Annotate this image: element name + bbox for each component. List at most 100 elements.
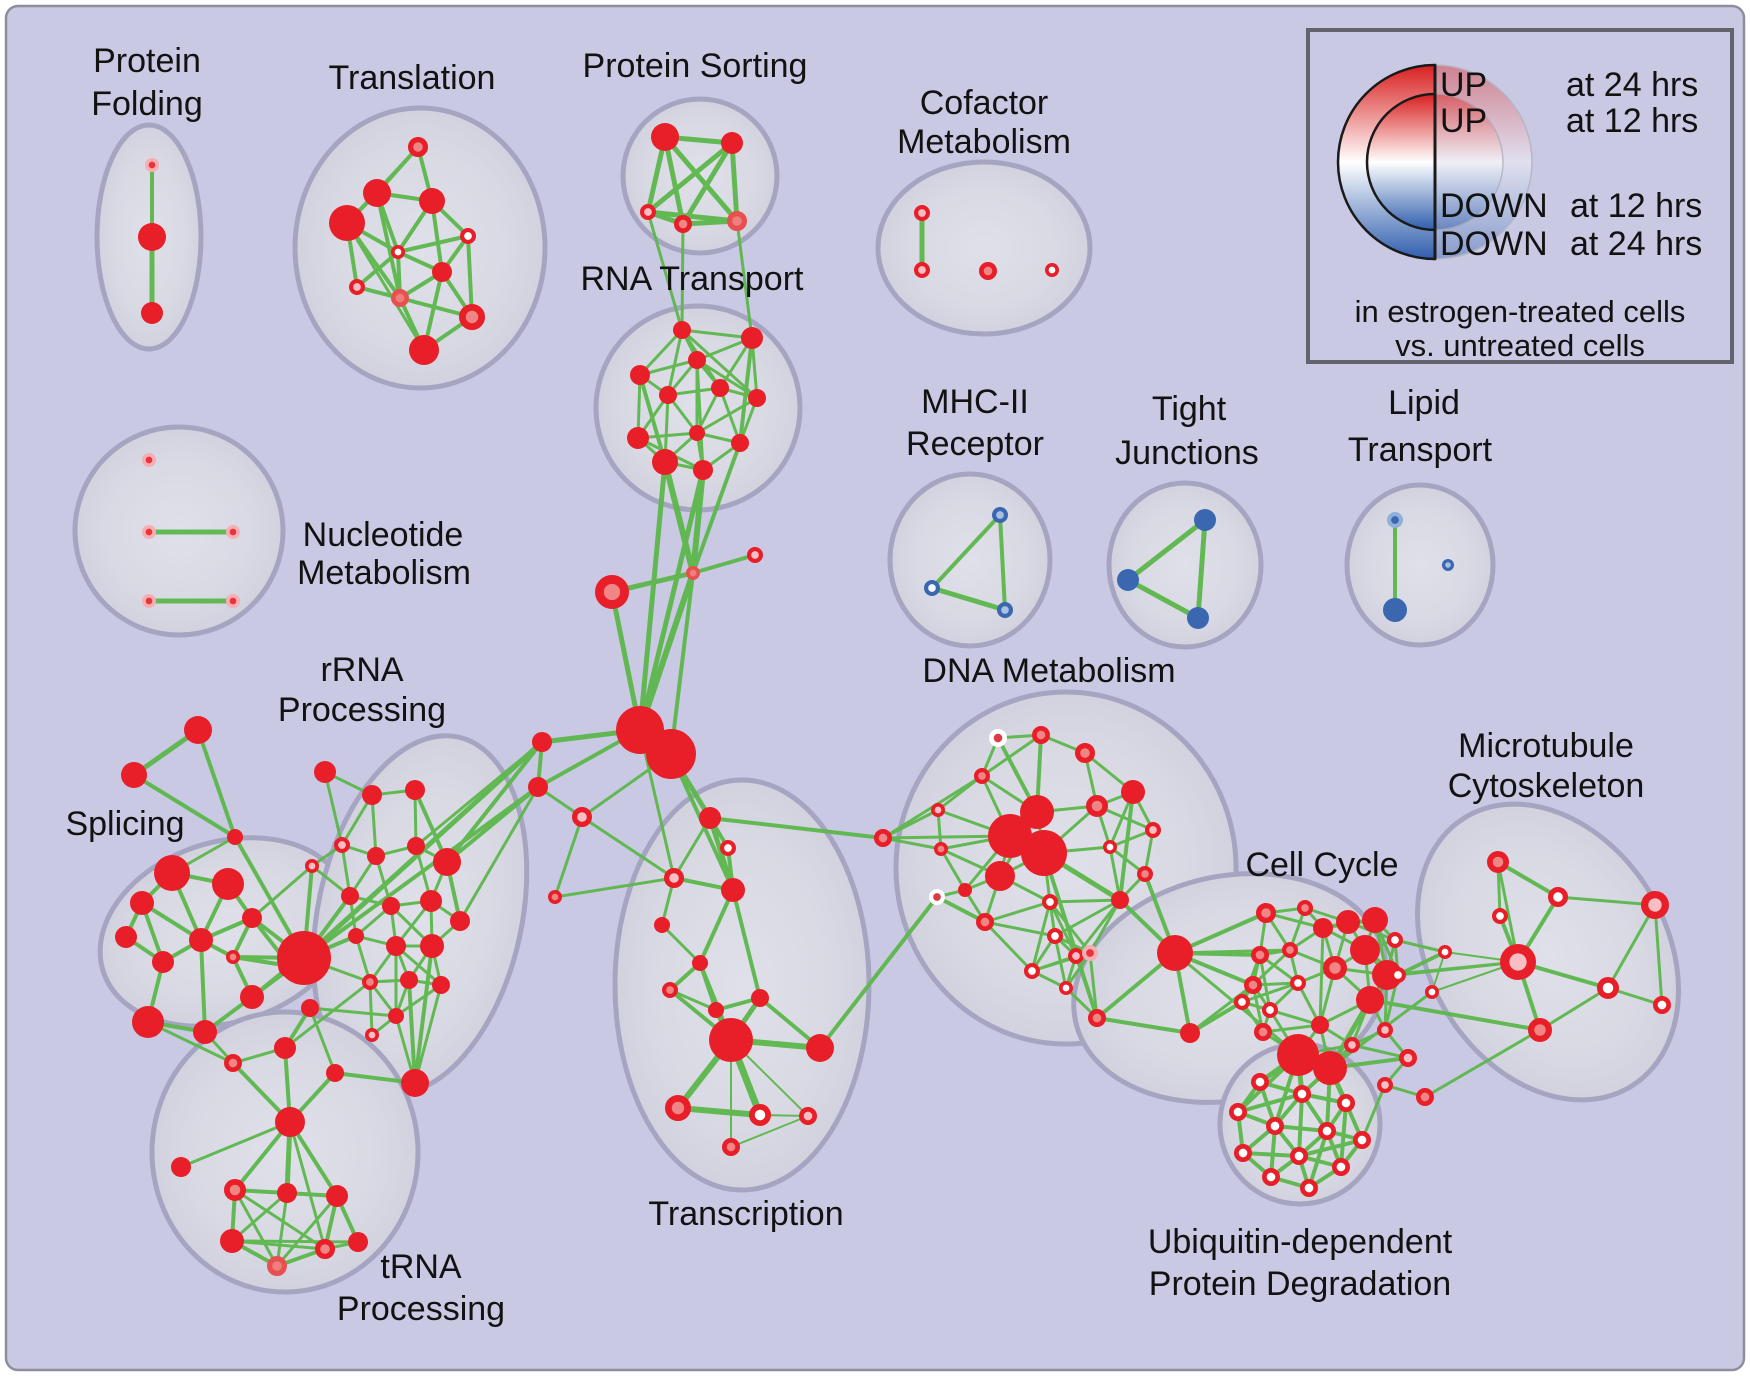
gene-node bbox=[326, 1064, 344, 1082]
edge bbox=[983, 900, 1052, 924]
edge bbox=[553, 815, 584, 899]
gene-node bbox=[914, 205, 931, 222]
gene-node bbox=[1041, 894, 1058, 911]
gene-node bbox=[747, 547, 764, 564]
gene-node bbox=[240, 985, 264, 1009]
edge bbox=[998, 513, 1007, 612]
gene-node bbox=[390, 288, 409, 307]
gene-node bbox=[1250, 1072, 1269, 1091]
edge bbox=[983, 920, 1034, 973]
gene-node bbox=[708, 1002, 724, 1018]
gene-node bbox=[976, 913, 995, 932]
cluster-label: Protein bbox=[93, 42, 201, 80]
edge bbox=[394, 983, 443, 1018]
gene-node bbox=[1085, 794, 1108, 817]
edge bbox=[1396, 960, 1520, 977]
legend-direction-label: UP bbox=[1440, 102, 1487, 140]
edge bbox=[680, 328, 754, 340]
gene-node bbox=[1372, 960, 1402, 990]
gene-node bbox=[348, 928, 364, 944]
gene-node bbox=[315, 1238, 336, 1259]
edge bbox=[691, 553, 757, 575]
edge bbox=[413, 983, 443, 1085]
gene-node bbox=[388, 1008, 404, 1024]
edge bbox=[553, 876, 676, 899]
gene-node bbox=[341, 887, 359, 905]
gene-node bbox=[1376, 1076, 1393, 1093]
edge bbox=[1074, 898, 1122, 958]
edge bbox=[458, 785, 540, 923]
edge bbox=[308, 1006, 337, 1075]
gene-node bbox=[659, 386, 677, 404]
edge bbox=[1088, 951, 1099, 1020]
gene-node bbox=[1261, 1002, 1278, 1019]
edge bbox=[691, 441, 742, 575]
gene-node bbox=[1424, 985, 1439, 1000]
gene-node bbox=[1255, 902, 1276, 923]
cluster-label: DNA Metabolism bbox=[922, 652, 1175, 690]
gene-node bbox=[141, 302, 163, 324]
gene-node bbox=[1296, 900, 1313, 917]
gene-node bbox=[1596, 976, 1619, 999]
edge bbox=[738, 336, 754, 445]
gene-node bbox=[138, 223, 166, 251]
gene-node bbox=[630, 365, 650, 385]
cluster-label: Cell Cycle bbox=[1245, 846, 1398, 884]
gene-node bbox=[142, 594, 157, 609]
legend-halfcircle-inner bbox=[1365, 92, 1437, 232]
gene-node bbox=[1491, 908, 1508, 925]
cluster-label: Protein Degradation bbox=[1149, 1265, 1451, 1303]
edge bbox=[414, 740, 544, 848]
gene-node bbox=[391, 245, 406, 260]
cluster-label: Folding bbox=[91, 85, 203, 123]
gene-node bbox=[594, 574, 629, 609]
edge bbox=[1125, 517, 1208, 583]
edge bbox=[1653, 903, 1664, 1007]
cluster-label: MHC-II bbox=[921, 383, 1029, 421]
gene-node bbox=[663, 867, 684, 888]
edge bbox=[302, 785, 540, 960]
edge bbox=[662, 459, 696, 576]
edge bbox=[1240, 981, 1300, 1004]
gene-node bbox=[992, 506, 1009, 523]
gene-node bbox=[1336, 1093, 1355, 1112]
edge bbox=[939, 847, 967, 892]
edge bbox=[1048, 900, 1078, 958]
edge bbox=[1188, 983, 1255, 1035]
gene-node bbox=[432, 976, 450, 994]
gene-node bbox=[420, 890, 442, 912]
gene-node bbox=[409, 335, 439, 365]
legend-time-label: at 24 hrs bbox=[1566, 66, 1698, 104]
gene-node bbox=[748, 389, 766, 407]
gene-node bbox=[329, 205, 365, 241]
gene-node bbox=[1081, 945, 1098, 962]
gene-node bbox=[1441, 558, 1454, 571]
gene-node bbox=[1046, 928, 1063, 945]
gene-node bbox=[212, 868, 244, 900]
edge bbox=[196, 728, 237, 839]
gene-node bbox=[242, 908, 262, 928]
cluster-label: Nucleotide bbox=[303, 516, 464, 554]
gene-node bbox=[1144, 822, 1161, 839]
gene-node bbox=[1044, 263, 1059, 278]
edge bbox=[1606, 903, 1657, 990]
edge bbox=[983, 920, 1057, 938]
cluster-label: Transport bbox=[1348, 431, 1493, 469]
edge bbox=[580, 815, 676, 880]
gene-node bbox=[974, 768, 991, 785]
gene-node bbox=[988, 814, 1032, 858]
edge bbox=[1360, 1083, 1387, 1142]
gene-node bbox=[314, 761, 336, 783]
legend-note-line1: in estrogen-treated cells bbox=[1355, 294, 1686, 329]
gene-node bbox=[401, 1069, 429, 1097]
gene-node bbox=[154, 855, 190, 891]
gene-node bbox=[711, 379, 729, 397]
edge bbox=[930, 513, 1002, 590]
gene-node bbox=[1527, 1017, 1552, 1042]
gene-node bbox=[419, 188, 445, 214]
gene-node bbox=[1265, 1116, 1284, 1135]
gene-node bbox=[277, 1183, 297, 1203]
gene-node bbox=[184, 716, 212, 744]
edge bbox=[288, 1120, 327, 1251]
gene-node bbox=[528, 777, 548, 797]
